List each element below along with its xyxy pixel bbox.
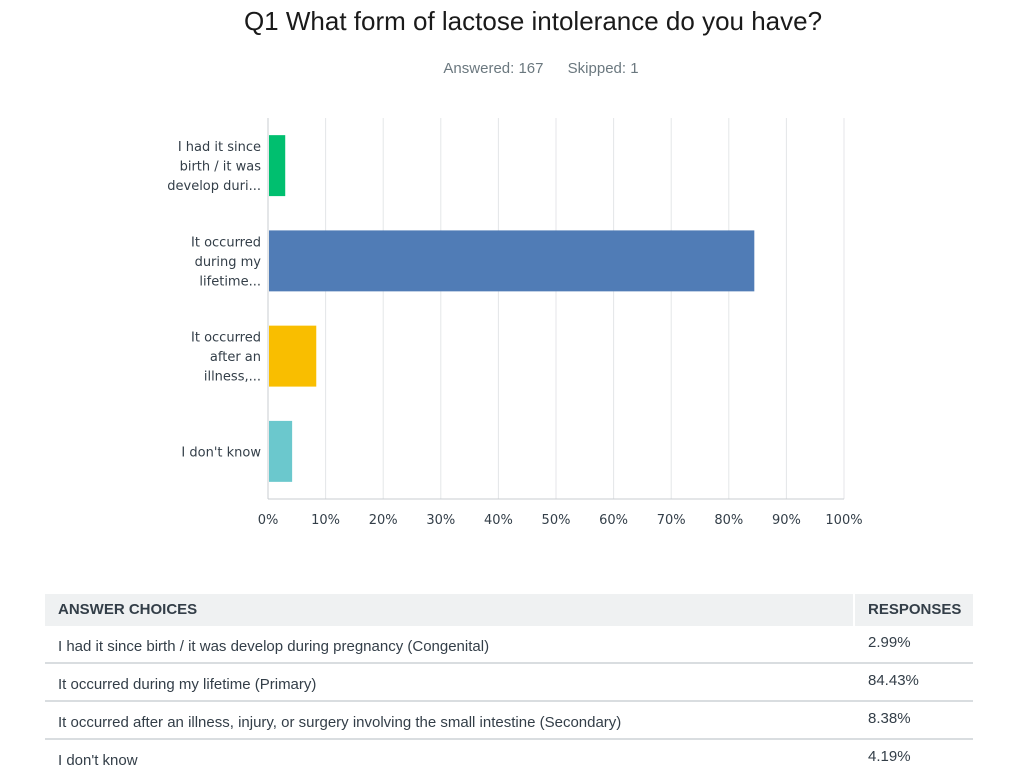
bar	[269, 230, 755, 292]
table-header: ANSWER CHOICES RESPONSES	[45, 594, 973, 626]
responses-header: RESPONSES	[855, 594, 973, 626]
answer-choices-header: ANSWER CHOICES	[45, 594, 853, 626]
table-row: I had it since birth / it was develop du…	[45, 626, 973, 664]
response-percent: 84.43%	[868, 672, 919, 689]
x-tick-label: 70%	[657, 513, 686, 528]
category-label: I don't know	[181, 445, 261, 460]
answer-choice: I had it since birth / it was develop du…	[58, 638, 490, 655]
answer-choice: It occurred during my lifetime (Primary)	[58, 676, 317, 693]
table-row: It occurred after an illness, injury, or…	[45, 702, 973, 740]
question-title: Q1 What form of lactose intolerance do y…	[243, 6, 823, 36]
x-tick-label: 100%	[825, 513, 862, 528]
x-axis-ticks: 0% 10% 20% 30% 40% 50% 60% 70% 80% 90% 100%	[258, 513, 863, 528]
table-row: It occurred during my lifetime (Primary)…	[45, 664, 973, 702]
response-percent: 2.99%	[868, 634, 911, 651]
chart-grid	[267, 118, 845, 500]
answered-count: Answered: 167	[443, 60, 544, 77]
bar	[269, 420, 293, 482]
answer-choice: I don't know	[58, 752, 138, 769]
x-tick-label: 90%	[772, 513, 801, 528]
x-tick-label: 30%	[426, 513, 455, 528]
bar-chart: I had it since birth / it was develop duri…	[167, 118, 863, 528]
chart-bars	[269, 135, 755, 482]
category-labels: I had it since birth / it was develop duri…	[167, 140, 261, 460]
category-label: It occurred after an illness,...	[191, 331, 261, 385]
results-table: ANSWER CHOICES RESPONSES I had it since …	[45, 594, 973, 778]
category-label: I had it since birth / it was develop duri…	[167, 140, 261, 194]
skipped-count: Skipped: 1	[567, 60, 639, 77]
response-percent: 8.38%	[868, 710, 911, 727]
x-tick-label: 40%	[484, 513, 513, 528]
x-tick-label: 80%	[714, 513, 743, 528]
x-tick-label: 20%	[369, 513, 398, 528]
x-tick-label: 10%	[311, 513, 340, 528]
x-tick-label: 0%	[258, 513, 279, 528]
category-label: It occurred during my lifetime...	[191, 235, 261, 289]
x-tick-label: 60%	[599, 513, 628, 528]
x-tick-label: 50%	[542, 513, 571, 528]
table-row: I don't know 4.19%	[45, 740, 973, 778]
bar	[269, 135, 286, 197]
response-stats: Answered: 167 Skipped: 1	[0, 60, 1010, 77]
bar	[269, 325, 317, 387]
response-percent: 4.19%	[868, 748, 911, 765]
answer-choice: It occurred after an illness, injury, or…	[58, 714, 622, 731]
